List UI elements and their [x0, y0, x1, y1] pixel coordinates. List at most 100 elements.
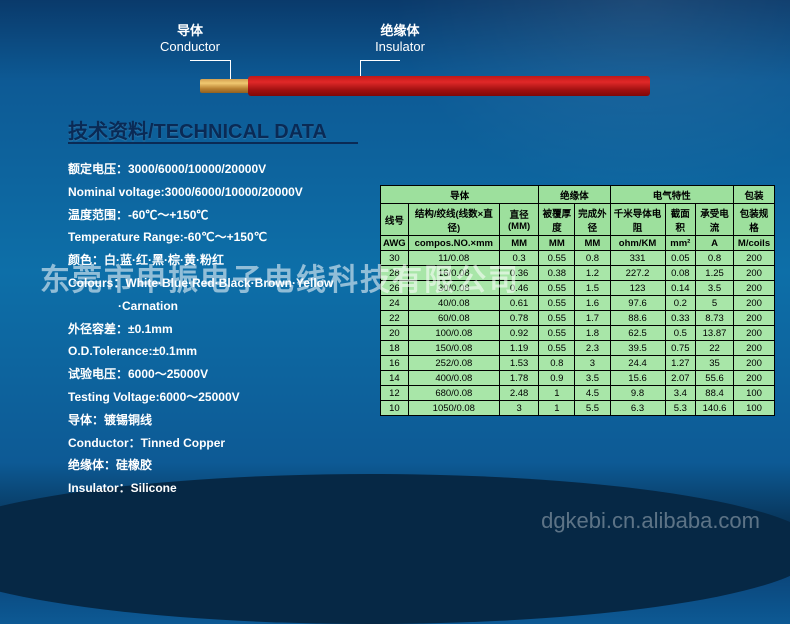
table-cell: 0.8	[575, 251, 610, 266]
table-cell: 0.36	[499, 266, 538, 281]
table-cell: 1050/0.08	[408, 401, 499, 416]
insulator-label-en: Insulator	[350, 39, 450, 54]
table-cell: 0.92	[499, 326, 538, 341]
spec-line: 额定电压：3000/6000/10000/20000V	[68, 158, 368, 181]
th-unit: A	[696, 236, 734, 251]
table-cell: 1.27	[665, 356, 696, 371]
th-sub: 线号	[381, 204, 409, 236]
spec-line: Colours：White·Blue·Red·Black·Brown·Yello…	[68, 272, 368, 295]
lead-line-insulator-h	[360, 60, 400, 61]
table-row: 101050/0.08315.56.35.3140.6100	[381, 401, 775, 416]
table-cell: 1.53	[499, 356, 538, 371]
spec-line: Nominal voltage:3000/6000/10000/20000V	[68, 181, 368, 204]
table-row: 2630/0.080.460.551.51230.143.5200	[381, 281, 775, 296]
table-cell: 0.3	[499, 251, 538, 266]
table-cell: 1	[539, 386, 575, 401]
th-group: 包装	[734, 186, 775, 204]
table-cell: 0.08	[665, 266, 696, 281]
table-cell: 3	[575, 356, 610, 371]
table-cell: 100	[734, 401, 775, 416]
table-cell: 11/0.08	[408, 251, 499, 266]
table-cell: 3.4	[665, 386, 696, 401]
th-sub: 直径(MM)	[499, 204, 538, 236]
table-cell: 8.73	[696, 311, 734, 326]
table-cell: 0.8	[539, 356, 575, 371]
table-cell: 0.75	[665, 341, 696, 356]
table-cell: 1.25	[696, 266, 734, 281]
table-cell: 39.5	[610, 341, 665, 356]
conductor-label-cn: 导体	[140, 20, 240, 39]
table-cell: 0.38	[539, 266, 575, 281]
table-cell: 5.5	[575, 401, 610, 416]
table-cell: 20	[381, 326, 409, 341]
conductor-label-en: Conductor	[140, 39, 240, 54]
table-cell: 88.4	[696, 386, 734, 401]
table-cell: 200	[734, 341, 775, 356]
th-sub: 包装规格	[734, 204, 775, 236]
cable-conductor-end	[200, 79, 250, 93]
table-cell: 0.2	[665, 296, 696, 311]
table-cell: 1.78	[499, 371, 538, 386]
table-cell: 1.6	[575, 296, 610, 311]
table-cell: 1.7	[575, 311, 610, 326]
table-cell: 0.05	[665, 251, 696, 266]
table-cell: 26	[381, 281, 409, 296]
cable-insulator-body	[248, 76, 650, 96]
table-cell: 24.4	[610, 356, 665, 371]
spec-line: 外径容差：±0.1mm	[68, 318, 368, 341]
table-cell: 0.78	[499, 311, 538, 326]
th-unit: mm²	[665, 236, 696, 251]
spec-line: 绝缘体：硅橡胶	[68, 454, 368, 477]
th-unit: AWG	[381, 236, 409, 251]
table-cell: 200	[734, 326, 775, 341]
spec-line: 导体：镀锡铜线	[68, 409, 368, 432]
th-unit: M/coils	[734, 236, 775, 251]
table-cell: 1.8	[575, 326, 610, 341]
table-cell: 6.3	[610, 401, 665, 416]
conductor-label: 导体 Conductor	[140, 20, 240, 54]
table-cell: 400/0.08	[408, 371, 499, 386]
table-row: 14400/0.081.780.93.515.62.0755.6200	[381, 371, 775, 386]
table-cell: 0.33	[665, 311, 696, 326]
table-cell: 200	[734, 251, 775, 266]
table-cell: 2.3	[575, 341, 610, 356]
table-cell: 5	[696, 296, 734, 311]
table-cell: 0.46	[499, 281, 538, 296]
section-title: 技术资料/TECHNICAL DATA	[68, 115, 327, 144]
table-cell: 3.5	[696, 281, 734, 296]
table-cell: 1.19	[499, 341, 538, 356]
table-cell: 0.61	[499, 296, 538, 311]
table-cell: 0.5	[665, 326, 696, 341]
table-cell: 12	[381, 386, 409, 401]
table-cell: 2.07	[665, 371, 696, 386]
lead-line-conductor-h	[190, 60, 230, 61]
table-header-group-row: 导体绝缘体电气特性包装	[381, 186, 775, 204]
table-cell: 30	[381, 251, 409, 266]
table-cell: 28	[381, 266, 409, 281]
table-cell: 5.3	[665, 401, 696, 416]
table-cell: 97.6	[610, 296, 665, 311]
table-cell: 4.5	[575, 386, 610, 401]
table-cell: 35	[696, 356, 734, 371]
spec-list: 额定电压：3000/6000/10000/20000VNominal volta…	[68, 158, 368, 500]
spec-line: O.D.Tolerance:±0.1mm	[68, 340, 368, 363]
table-cell: 1	[539, 401, 575, 416]
table-cell: 200	[734, 281, 775, 296]
table-cell: 200	[734, 296, 775, 311]
table-cell: 200	[734, 371, 775, 386]
spec-line: Insulator：Silicone	[68, 477, 368, 500]
th-sub: 结构/绞线(线数×直径)	[408, 204, 499, 236]
spec-line: 颜色：白·蓝·红·黑·棕·黄·粉红	[68, 249, 368, 272]
spec-line: Testing Voltage:6000～25000V	[68, 386, 368, 409]
spec-line: ·Carnation	[68, 295, 368, 318]
table-cell: 0.55	[539, 311, 575, 326]
th-unit: MM	[539, 236, 575, 251]
insulator-label: 绝缘体 Insulator	[350, 20, 450, 54]
table-cell: 0.55	[539, 296, 575, 311]
th-unit: ohm/KM	[610, 236, 665, 251]
table-row: 2440/0.080.610.551.697.60.25200	[381, 296, 775, 311]
table-cell: 200	[734, 311, 775, 326]
table-header-sub-row: 线号结构/绞线(线数×直径)直径(MM)被覆厚度完成外径千米导体电阻截面积承受电…	[381, 204, 775, 236]
cable-diagram: 导体 Conductor 绝缘体 Insulator	[140, 20, 660, 110]
spec-line: 温度范围：-60℃～+150℃	[68, 204, 368, 227]
